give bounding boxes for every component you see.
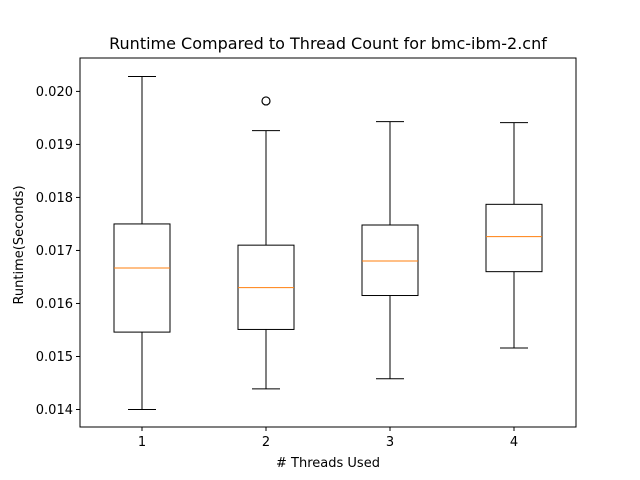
y-tick-label: 0.017 [36,244,73,259]
y-tick-label: 0.014 [36,403,73,418]
x-tick-label: 1 [138,435,146,450]
box-group-1 [113,76,171,411]
y-axis-label: Runtime(Seconds) [12,185,27,304]
box-group-2 [237,96,295,390]
x-axis-ticks: 1 2 3 4 [138,427,518,450]
y-tick-label: 0.016 [36,297,73,312]
box-group-4 [485,122,543,349]
chart-title: Runtime Compared to Thread Count for bmc… [109,34,547,53]
y-axis-ticks: 0.014 0.015 0.016 0.017 0.018 0.019 0.020 [36,85,80,418]
x-tick-label: 3 [386,435,394,450]
outlier-point [261,96,271,106]
iqr-box [113,223,171,333]
box-group-3 [361,121,419,380]
x-axis-label: # Threads Used [276,456,380,471]
y-tick-label: 0.015 [36,350,73,365]
plot-marks [113,76,543,411]
iqr-box [361,224,419,297]
x-tick-label: 2 [262,435,270,450]
iqr-box [485,203,543,273]
y-tick-label: 0.020 [36,85,73,100]
y-tick-label: 0.019 [36,138,73,153]
y-tick-label: 0.018 [36,191,73,206]
plot-area-frame [79,57,577,428]
x-tick-label: 4 [510,435,518,450]
